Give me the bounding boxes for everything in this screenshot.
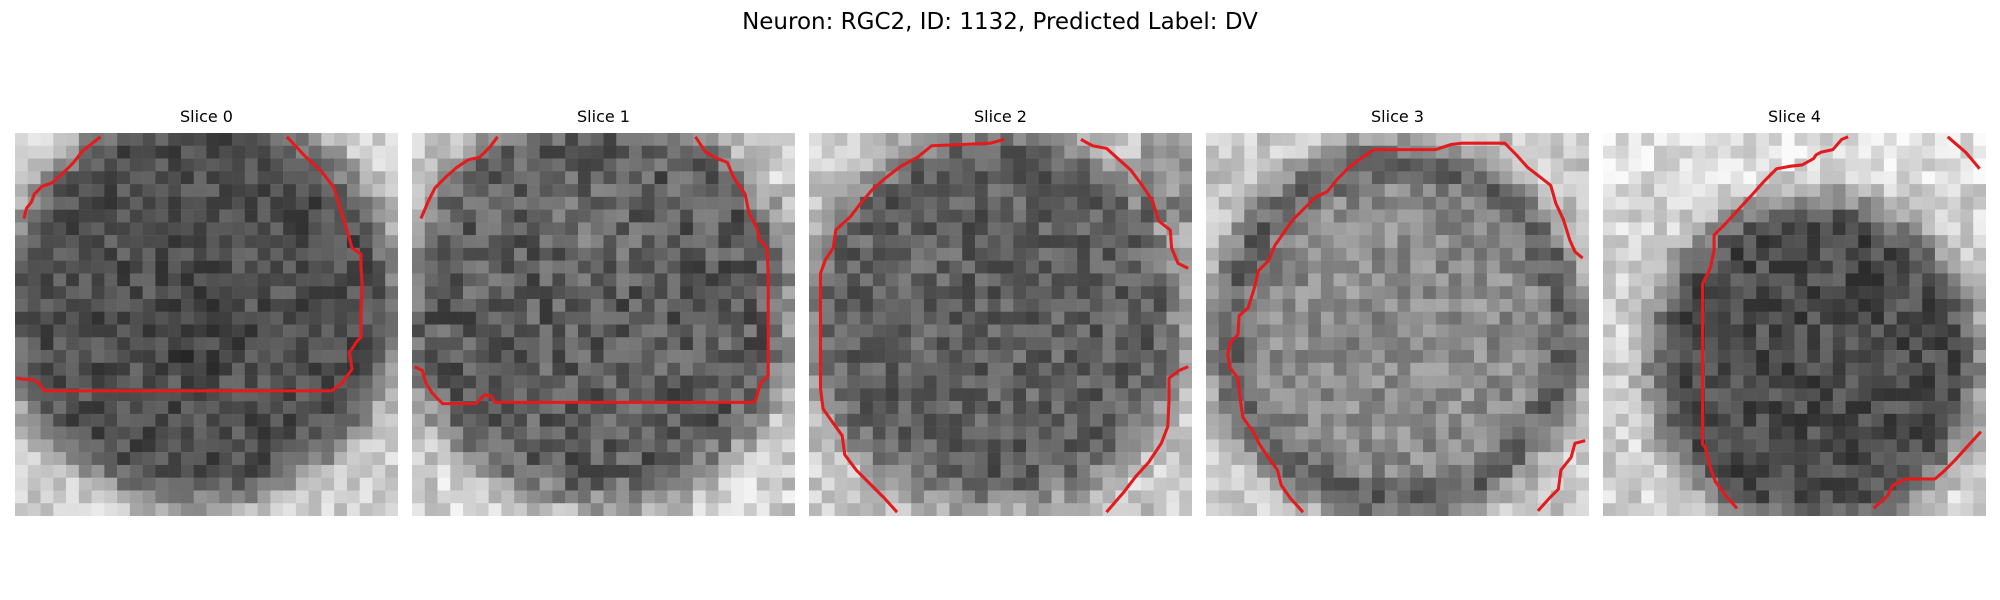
slice-image-1	[412, 133, 795, 516]
boundary-contour	[22, 135, 102, 219]
slice-title-2: Slice 2	[974, 107, 1027, 126]
slice-panel-4: Slice 4	[1603, 107, 1986, 516]
slice-panel-1: Slice 1	[412, 107, 795, 516]
slice-panel-0: Slice 0	[15, 107, 398, 516]
grayscale-pixel-grid	[412, 133, 795, 516]
boundary-contour	[1226, 141, 1584, 514]
boundary-contour	[16, 135, 364, 393]
grayscale-pixel-grid	[1603, 133, 1986, 516]
slice-image-3	[1206, 133, 1589, 516]
boundary-contour	[1536, 439, 1586, 512]
slice-title-3: Slice 3	[1371, 107, 1424, 126]
slice-title-1: Slice 1	[577, 107, 630, 126]
boundary-contour	[1105, 365, 1189, 514]
grayscale-pixel-grid	[1206, 133, 1589, 516]
slice-image-0	[15, 133, 398, 516]
slice-image-4	[1603, 133, 1986, 516]
slice-panel-3: Slice 3	[1206, 107, 1589, 516]
slice-title-4: Slice 4	[1768, 107, 1821, 126]
boundary-contour	[1872, 430, 1983, 510]
slice-image-2	[809, 133, 1192, 516]
grayscale-pixel-grid	[15, 133, 398, 516]
boundary-contour	[1080, 138, 1189, 270]
figure-title: Neuron: RGC2, ID: 1132, Predicted Label:…	[742, 9, 1258, 35]
slice-panel-2: Slice 2	[809, 107, 1192, 516]
boundary-contour	[419, 135, 499, 220]
boundary-contour	[1946, 135, 1981, 170]
boundary-contour	[413, 135, 770, 406]
grayscale-pixel-grid	[809, 133, 1192, 516]
boundary-contour	[818, 137, 1005, 514]
boundary-contour	[1701, 135, 1849, 510]
slice-title-0: Slice 0	[180, 107, 233, 126]
